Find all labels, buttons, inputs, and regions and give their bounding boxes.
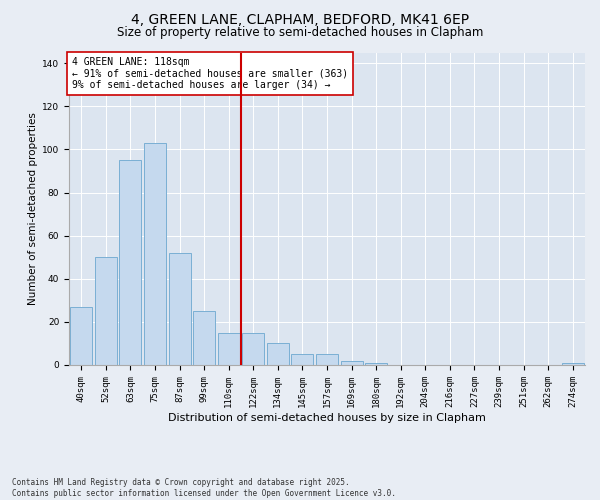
Bar <box>144 143 166 365</box>
Bar <box>169 253 191 365</box>
Bar <box>292 354 313 365</box>
Bar <box>218 332 240 365</box>
Text: Size of property relative to semi-detached houses in Clapham: Size of property relative to semi-detach… <box>117 26 483 39</box>
Bar <box>267 344 289 365</box>
Text: 4, GREEN LANE, CLAPHAM, BEDFORD, MK41 6EP: 4, GREEN LANE, CLAPHAM, BEDFORD, MK41 6E… <box>131 12 469 26</box>
X-axis label: Distribution of semi-detached houses by size in Clapham: Distribution of semi-detached houses by … <box>168 412 486 422</box>
Text: Contains HM Land Registry data © Crown copyright and database right 2025.
Contai: Contains HM Land Registry data © Crown c… <box>12 478 396 498</box>
Bar <box>242 332 265 365</box>
Bar <box>70 307 92 365</box>
Y-axis label: Number of semi-detached properties: Number of semi-detached properties <box>28 112 38 305</box>
Bar <box>365 363 387 365</box>
Bar <box>562 363 584 365</box>
Text: 4 GREEN LANE: 118sqm
← 91% of semi-detached houses are smaller (363)
9% of semi-: 4 GREEN LANE: 118sqm ← 91% of semi-detac… <box>71 57 348 90</box>
Bar <box>95 257 117 365</box>
Bar <box>193 311 215 365</box>
Bar <box>316 354 338 365</box>
Bar <box>341 360 362 365</box>
Bar <box>119 160 142 365</box>
